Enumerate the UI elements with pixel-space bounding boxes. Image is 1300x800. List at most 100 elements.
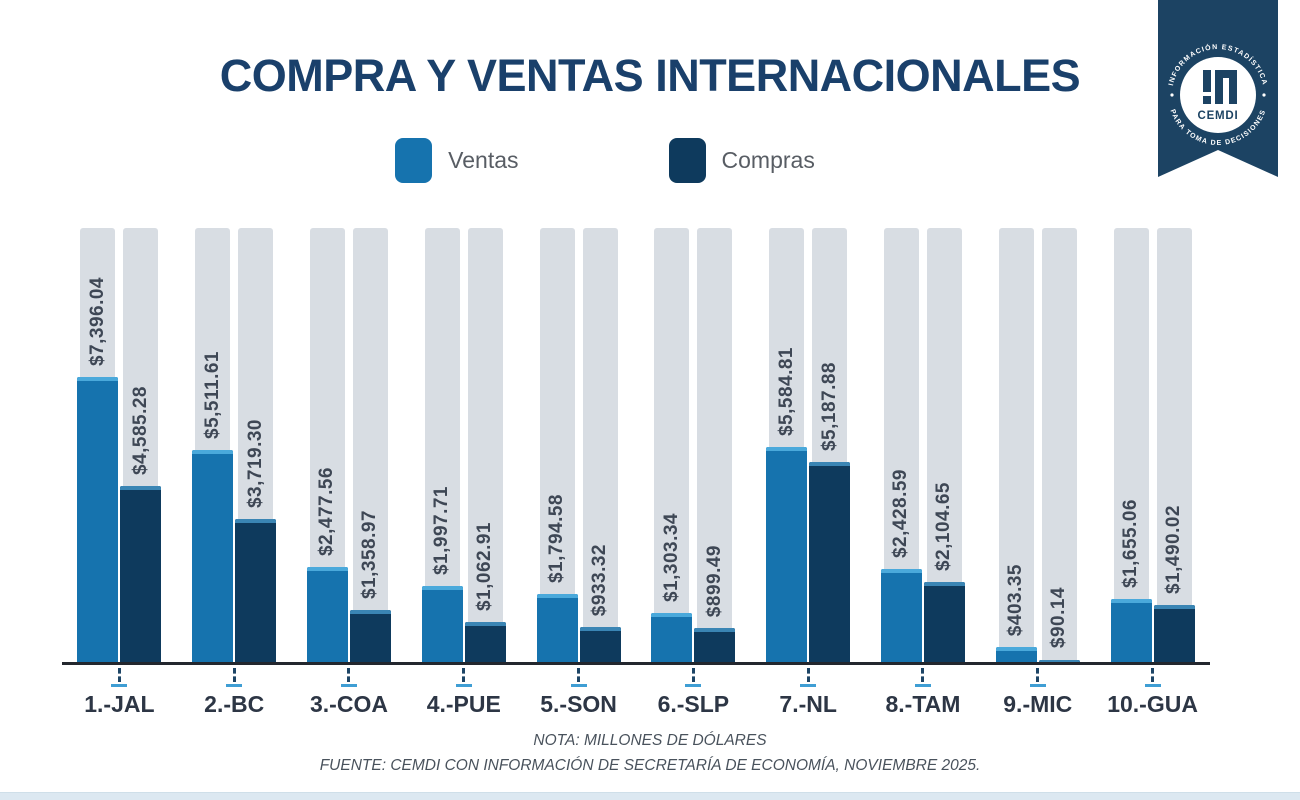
category-label: 3.-COA bbox=[310, 691, 388, 717]
compras-value-label: $3,719.30 bbox=[244, 419, 266, 509]
compras-track: $5,187.88 bbox=[809, 228, 851, 663]
ventas-bar bbox=[421, 585, 463, 663]
ventas-bar bbox=[536, 593, 578, 663]
page-title: COMPRA Y VENTAS INTERNACIONALES bbox=[219, 50, 1081, 101]
axis-tick: 5.-SON bbox=[479, 668, 679, 718]
ventas-bar bbox=[77, 377, 119, 663]
compras-bar bbox=[349, 610, 391, 663]
category-label: 8.-TAM bbox=[885, 691, 961, 717]
tick-accent-dash bbox=[685, 684, 702, 687]
ventas-track: $1,794.58 bbox=[536, 228, 578, 663]
axis-tick: 7.-NL bbox=[708, 668, 908, 718]
compras-bar bbox=[1038, 659, 1080, 665]
footer-notes: NOTA: MILLONES DE DÓLARES FUENTE: CEMDI … bbox=[0, 728, 1300, 778]
chart-groups: $7,396.04 $4,585.28 1.-JAL $5,511.61 $3,… bbox=[62, 228, 1210, 717]
compras-track: $2,104.65 bbox=[923, 228, 965, 663]
ventas-track: $403.35 bbox=[995, 228, 1037, 663]
tick-dashed-line bbox=[117, 668, 121, 682]
bottom-accent-strip bbox=[0, 792, 1300, 800]
ventas-value-label: $2,428.59 bbox=[890, 469, 912, 559]
category-label: 4.-PUE bbox=[426, 691, 501, 717]
bar-group: $1,655.06 $1,490.02 10.-GUA bbox=[1107, 228, 1198, 717]
ventas-value-label: $2,477.56 bbox=[316, 467, 338, 557]
axis-tick: 9.-MIC bbox=[938, 668, 1138, 718]
cemdi-glyph-icon bbox=[1203, 70, 1237, 104]
ventas-bar bbox=[880, 569, 922, 663]
category-label: 9.-MIC bbox=[1003, 691, 1073, 717]
tick-dashed-line bbox=[806, 668, 810, 682]
ventas-value-label: $403.35 bbox=[1005, 564, 1027, 637]
legend-label-ventas: Ventas bbox=[448, 147, 519, 173]
tick-accent-dash bbox=[800, 684, 817, 687]
tick-dashed-line bbox=[577, 668, 581, 682]
compras-value-label: $2,104.65 bbox=[933, 481, 955, 571]
tick-dashed-line bbox=[232, 668, 236, 682]
compras-bar bbox=[235, 519, 277, 663]
bar-group: $1,303.34 $899.49 6.-SLP bbox=[651, 228, 736, 717]
compras-bar bbox=[579, 626, 621, 663]
compras-value-label: $933.32 bbox=[589, 543, 611, 616]
tick-dashed-line bbox=[1036, 668, 1040, 682]
ventas-track: $1,303.34 bbox=[651, 228, 693, 663]
ventas-value-label: $1,794.58 bbox=[546, 493, 568, 583]
ventas-bar bbox=[651, 612, 693, 663]
category-label: 7.-NL bbox=[779, 691, 837, 717]
ventas-value-label: $1,655.06 bbox=[1120, 498, 1142, 589]
category-label: 10.-GUA bbox=[1107, 691, 1198, 717]
axis-tick: 10.-GUA bbox=[1053, 668, 1253, 718]
category-label: 1.-JAL bbox=[84, 691, 155, 717]
compras-track: $3,719.30 bbox=[235, 228, 277, 663]
ventas-bar bbox=[306, 567, 348, 663]
compras-value-label: $5,187.88 bbox=[818, 362, 840, 452]
axis-tick: 8.-TAM bbox=[823, 668, 1023, 718]
compras-track: $899.49 bbox=[694, 228, 736, 663]
chart-legend: Ventas Compras bbox=[0, 138, 1255, 183]
bar-group: $1,794.58 $933.32 5.-SON bbox=[536, 228, 621, 717]
category-label: 5.-SON bbox=[540, 691, 617, 717]
compras-bar bbox=[1153, 605, 1195, 663]
category-label: 6.-SLP bbox=[657, 691, 730, 717]
axis-tick: 6.-SLP bbox=[593, 668, 793, 718]
tick-accent-dash bbox=[111, 684, 128, 687]
ventas-swatch-icon bbox=[395, 138, 433, 183]
axis-tick: 2.-BC bbox=[134, 668, 334, 718]
ventas-track: $1,655.06 bbox=[1110, 228, 1152, 663]
ventas-bar bbox=[766, 447, 808, 663]
legend-item-ventas: Ventas bbox=[395, 138, 519, 183]
source-line: FUENTE: CEMDI CON INFORMACIÓN DE SECRETA… bbox=[319, 757, 981, 774]
compras-value-label: $1,358.97 bbox=[359, 510, 381, 600]
compras-bar bbox=[120, 485, 162, 663]
ventas-track: $5,511.61 bbox=[192, 228, 234, 663]
ventas-value-label: $1,303.34 bbox=[660, 512, 682, 602]
compras-bar bbox=[809, 462, 851, 663]
compras-bar bbox=[923, 581, 965, 663]
bar-group: $403.35 $90.14 9.-MIC bbox=[995, 228, 1080, 717]
bar-group: $1,997.71 $1,062.91 4.-PUE bbox=[421, 228, 506, 717]
tick-dashed-line bbox=[691, 668, 695, 682]
compras-value-label: $4,585.28 bbox=[129, 385, 151, 475]
tick-accent-dash bbox=[226, 684, 243, 687]
tick-dashed-line bbox=[347, 668, 351, 682]
ventas-track: $5,584.81 bbox=[766, 228, 808, 663]
axis-tick: 4.-PUE bbox=[364, 668, 564, 718]
tick-accent-dash bbox=[570, 684, 587, 687]
tick-accent-dash bbox=[1144, 684, 1161, 687]
compras-track: $1,358.97 bbox=[349, 228, 391, 663]
compras-value-label: $1,062.91 bbox=[474, 521, 496, 611]
compras-bar bbox=[694, 628, 736, 663]
tick-accent-dash bbox=[1029, 684, 1046, 687]
ventas-track: $2,428.59 bbox=[880, 228, 922, 663]
ventas-track: $2,477.56 bbox=[306, 228, 348, 663]
ventas-value-label: $5,511.61 bbox=[201, 350, 223, 439]
bar-group: $2,428.59 $2,104.65 8.-TAM bbox=[880, 228, 965, 717]
ventas-track: $7,396.04 bbox=[77, 228, 119, 663]
legend-item-compras: Compras bbox=[668, 138, 815, 183]
ventas-bar bbox=[192, 449, 234, 663]
axis-tick: 1.-JAL bbox=[19, 668, 219, 718]
tick-dashed-line bbox=[462, 668, 466, 682]
axis-tick: 3.-COA bbox=[249, 668, 449, 718]
bar-group: $5,511.61 $3,719.30 2.-BC bbox=[192, 228, 277, 717]
category-label: 2.-BC bbox=[204, 691, 265, 717]
bar-group: $5,584.81 $5,187.88 7.-NL bbox=[766, 228, 851, 717]
